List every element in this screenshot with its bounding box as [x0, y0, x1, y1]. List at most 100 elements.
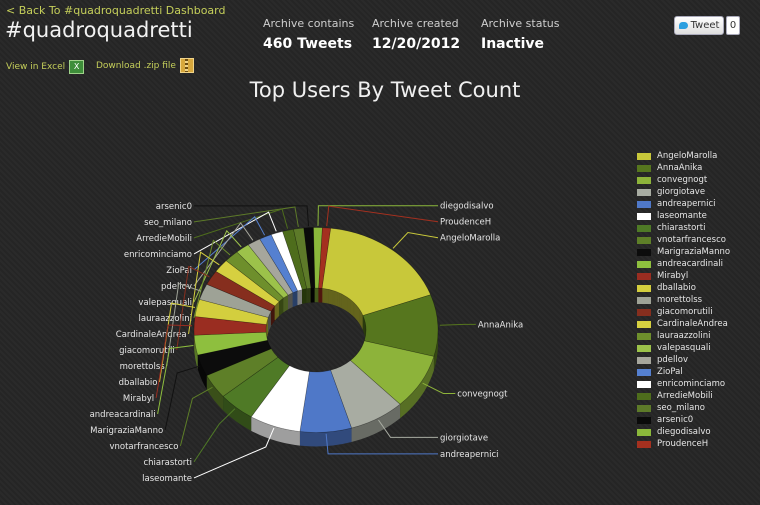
- slice-label-chiarastorti: chiarastorti: [144, 458, 193, 468]
- legend-item-Mirabyl[interactable]: Mirabyl: [637, 270, 730, 282]
- legend-item-arsenic0[interactable]: arsenic0: [637, 414, 730, 426]
- legend-item-enricominciamo[interactable]: enricominciamo: [637, 378, 730, 390]
- view-in-excel-label: View in Excel: [6, 62, 66, 72]
- leader-line-morettolss: [166, 282, 202, 366]
- slice-convegnogt[interactable]: [349, 340, 435, 405]
- tweet-count-badge: 0: [726, 16, 740, 35]
- legend-swatch: [637, 344, 651, 352]
- leader-line-valepasquali: [193, 229, 242, 303]
- legend-label: giacomorutili: [657, 307, 713, 317]
- slice-AnnaAnika[interactable]: [362, 294, 439, 357]
- legend-item-dballabio[interactable]: dballabio: [637, 282, 730, 294]
- slice-inner-AngeloMarolla: [334, 290, 338, 307]
- legend-swatch: [637, 308, 651, 316]
- legend-swatch: [637, 272, 651, 280]
- slice-side-andreapernici: [299, 428, 352, 447]
- slice-morettolss[interactable]: [199, 283, 272, 318]
- legend-swatch: [637, 212, 651, 220]
- slice-ProudenceH[interactable]: [318, 227, 331, 289]
- slice-side-chiarastorti: [223, 396, 252, 431]
- legend-item-chiarastorti[interactable]: chiarastorti: [637, 222, 730, 234]
- legend-label: seo_milano: [657, 403, 705, 413]
- legend-swatch: [637, 200, 651, 208]
- slice-inner-AngeloMarolla: [324, 288, 327, 304]
- slice-seo_milano[interactable]: [293, 227, 312, 290]
- legend-item-giorgiotave[interactable]: giorgiotave: [637, 186, 730, 198]
- slice-inner-AngeloMarolla: [339, 292, 342, 309]
- zip-file-icon: [179, 58, 194, 73]
- legend-item-valepasquali[interactable]: valepasquali: [637, 342, 730, 354]
- slice-AngeloMarolla[interactable]: [321, 227, 431, 316]
- slice-lauraazzolini[interactable]: [225, 251, 285, 302]
- legend-item-AngeloMarolla[interactable]: AngeloMarolla: [637, 150, 730, 162]
- slice-arsenic0[interactable]: [303, 227, 316, 289]
- legend-label: andreapernici: [657, 199, 716, 209]
- legend-item-vnotarfrancesco[interactable]: vnotarfrancesco: [637, 234, 730, 246]
- legend-item-AnnaAnika[interactable]: AnnaAnika: [637, 162, 730, 174]
- stat-value: 12/20/2012: [372, 36, 461, 52]
- legend-item-ArredieMobili[interactable]: ArredieMobili: [637, 390, 730, 402]
- download-zip-link[interactable]: Download .zip file: [96, 58, 194, 73]
- legend-item-andreapernici[interactable]: andreapernici: [637, 198, 730, 210]
- leader-line-MarigraziaManno: [164, 365, 200, 431]
- legend-label: AngeloMarolla: [657, 151, 718, 161]
- legend-swatch: [637, 296, 651, 304]
- chart-legend: AngeloMarolla AnnaAnika convegnogt giorgiot…: [637, 150, 730, 450]
- legend-item-CardinaleAndrea[interactable]: CardinaleAndrea: [637, 318, 730, 330]
- leader-line-laseomante: [193, 427, 275, 479]
- slice-inner-AngeloMarolla: [348, 297, 351, 315]
- legend-swatch: [637, 248, 651, 256]
- legend-swatch: [637, 368, 651, 376]
- slice-inner-AngeloMarolla: [343, 294, 346, 311]
- slice-side-vnotarfrancesco: [206, 375, 224, 411]
- legend-swatch: [637, 416, 651, 424]
- legend-item-andreacardinali[interactable]: andreacardinali: [637, 258, 730, 270]
- legend-item-ZioPal[interactable]: ZioPal: [637, 366, 730, 378]
- tweet-button[interactable]: Tweet: [674, 16, 724, 35]
- legend-item-lauraazzolini[interactable]: lauraazzolini: [637, 330, 730, 342]
- back-to-dashboard-link[interactable]: < Back To #quadroquadretti Dashboard: [6, 4, 226, 17]
- legend-item-morettolss[interactable]: morettolss: [637, 294, 730, 306]
- slice-label-convegnogt: convegnogt: [457, 389, 508, 399]
- legend-label: ZioPal: [657, 367, 683, 377]
- slice-diegodisalvo[interactable]: [313, 227, 323, 289]
- slice-inner-AngeloMarolla: [328, 289, 332, 305]
- legend-label: lauraazzolini: [657, 331, 711, 341]
- legend-item-seo_milano[interactable]: seo_milano: [637, 402, 730, 414]
- slice-MarigraziaManno[interactable]: [197, 339, 272, 376]
- slice-inner-AngeloMarolla: [321, 288, 325, 303]
- excel-icon: X: [69, 60, 85, 74]
- legend-swatch: [637, 236, 651, 244]
- leader-line-seo_milano: [193, 206, 299, 227]
- leader-line-andreapernici: [325, 433, 438, 455]
- slice-label-giorgiotave: giorgiotave: [440, 433, 488, 443]
- legend-label: enricominciamo: [657, 379, 726, 389]
- slice-andreacardinali[interactable]: [193, 331, 268, 356]
- slice-andreapernici[interactable]: [299, 369, 352, 433]
- legend-item-convegnogt[interactable]: convegnogt: [637, 174, 730, 186]
- slice-giorgiotave[interactable]: [330, 360, 401, 429]
- slice-vnotarfrancesco[interactable]: [206, 348, 279, 397]
- slice-side-convegnogt: [400, 356, 434, 419]
- slice-label-MarigraziaManno: MarigraziaManno: [90, 426, 163, 436]
- legend-label: laseomante: [657, 211, 707, 221]
- slice-ZioPal[interactable]: [259, 234, 299, 294]
- slice-label-ArredieMobili: ArredieMobili: [136, 234, 192, 244]
- slice-CardinaleAndrea[interactable]: [215, 260, 280, 307]
- legend-item-laseomante[interactable]: laseomante: [637, 210, 730, 222]
- legend-item-ProudenceH[interactable]: ProudenceH: [637, 438, 730, 450]
- leader-line-vnotarfrancesco: [179, 386, 213, 447]
- legend-item-diegodisalvo[interactable]: diegodisalvo: [637, 426, 730, 438]
- slice-label-laseomante: laseomante: [142, 474, 192, 484]
- view-in-excel-link[interactable]: View in Excel X: [6, 60, 85, 74]
- legend-label: pdellov: [657, 355, 688, 365]
- legend-swatch: [637, 176, 651, 184]
- leader-line-ProudenceH: [326, 205, 439, 227]
- legend-item-MarigraziaManno[interactable]: MarigraziaManno: [637, 246, 730, 258]
- slice-Mirabyl[interactable]: [193, 316, 267, 336]
- legend-item-pdellov[interactable]: pdellov: [637, 354, 730, 366]
- slice-label-andreacardinali: andreacardinali: [90, 410, 156, 420]
- legend-item-giacomorutili[interactable]: giacomorutili: [637, 306, 730, 318]
- leader-line-AngeloMarolla: [392, 232, 439, 249]
- slice-label-giacomorutili: giacomorutili: [119, 346, 175, 356]
